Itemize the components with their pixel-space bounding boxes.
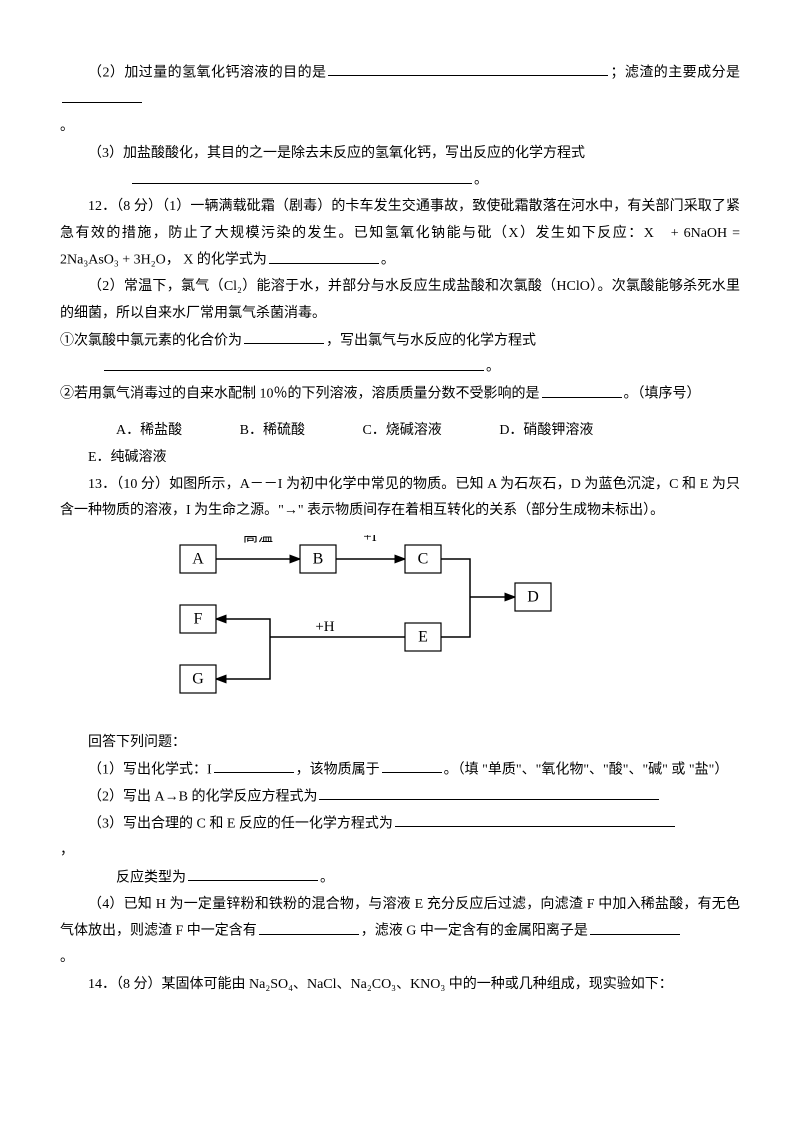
q11-item2: （2）加过量的氢氧化钙溶液的目的是 ；滤渣的主要成分是 bbox=[60, 60, 740, 114]
q13-item1: （1）写出化学式：I ，该物质属于 。（填 "单质"、"氧化物"、"酸"、"碱" 或… bbox=[60, 757, 740, 784]
q11-item3-end: 。 bbox=[474, 173, 488, 188]
q12-sub1-blankline: 。 bbox=[60, 354, 740, 381]
q13-item3-comma: ， bbox=[60, 838, 740, 865]
q13-item3a: （3）写出合理的 C 和 E 反应的任一化学方程式为 bbox=[88, 816, 393, 831]
q12-sub1a: ①次氯酸中氯元素的化合价为 bbox=[60, 333, 242, 348]
q13-diagram: 高温 +I +H A B C D E F G bbox=[170, 535, 740, 721]
svg-text:+I: +I bbox=[363, 535, 376, 545]
blank-choice bbox=[542, 381, 622, 397]
q12-sub1b: ，写出氯气与水反应的化学方程式 bbox=[326, 333, 536, 348]
blank-equation-2 bbox=[104, 354, 484, 370]
q13-item1a: （1）写出化学式：I bbox=[88, 762, 212, 777]
q13-item1b: ，该物质属于 bbox=[296, 762, 380, 777]
flowchart-svg: 高温 +I +H A B C D E F G bbox=[170, 535, 590, 710]
q12-sub2: ②若用氯气消毒过的自来水配制 10％的下列溶液，溶质质量分数不受影响的是 。（填序… bbox=[60, 381, 740, 408]
blank-formula-x bbox=[269, 247, 379, 263]
blank-residue bbox=[62, 87, 142, 103]
q13-item1c: 。（填 "单质"、"氧化物"、"酸"、"碱" 或 "盐"） bbox=[444, 762, 729, 777]
q13-answer-head: 回答下列问题： bbox=[60, 730, 740, 757]
blank-residue-f bbox=[259, 918, 359, 934]
q13-item4: （4）已知 H 为一定量锌粉和铁粉的混合物，与溶液 E 充分反应后过滤，向滤渣 … bbox=[60, 892, 740, 946]
blank-I-type bbox=[382, 757, 442, 773]
q12-item2: （2）常温下，氯气（Cl₂）能溶于水，并部分与水反应生成盐酸和次氯酸（HClO）… bbox=[60, 274, 740, 327]
q12-item2-text: （2）常温下，氯气（Cl₂）能溶于水，并部分与水反应生成盐酸和次氯酸（HClO）… bbox=[60, 279, 740, 321]
svg-text:G: G bbox=[192, 671, 204, 688]
svg-text:+H: +H bbox=[315, 619, 334, 635]
page-container: （2）加过量的氢氧化钙溶液的目的是 ；滤渣的主要成分是 。 （3）加盐酸酸化，其目… bbox=[0, 0, 800, 1132]
q12-options: A．稀盐酸 B．稀硫酸 C．烧碱溶液 D．硝酸钾溶液 E．纯碱溶液 bbox=[60, 418, 740, 471]
q13-item3: （3）写出合理的 C 和 E 反应的任一化学方程式为 bbox=[60, 811, 740, 838]
q13-item4-end: 。 bbox=[60, 945, 740, 972]
svg-text:E: E bbox=[418, 629, 428, 646]
q13-item2a: （2）写出 A→B 的化学反应方程式为 bbox=[88, 789, 317, 804]
q12-sub2-text: ②若用氯气消毒过的自来水配制 10％的下列溶液，溶质质量分数不受影响的是 bbox=[60, 387, 540, 402]
q12-item1-end: 。 bbox=[381, 253, 395, 268]
q13-item3b: 反应类型为 bbox=[116, 870, 186, 885]
svg-text:高温: 高温 bbox=[243, 535, 273, 545]
blank-cation-g bbox=[590, 918, 680, 934]
svg-text:B: B bbox=[313, 551, 324, 568]
svg-text:C: C bbox=[418, 551, 429, 568]
svg-text:D: D bbox=[527, 589, 539, 606]
svg-text:F: F bbox=[194, 611, 203, 628]
q12-sub2-end: 。（填序号） bbox=[624, 387, 701, 402]
blank-purpose bbox=[328, 60, 608, 76]
svg-text:A: A bbox=[192, 551, 204, 568]
q11-item3-text: （3）加盐酸酸化，其目的之一是除去未反应的氢氧化钙，写出反应的化学方程式 bbox=[88, 146, 585, 161]
q14-lead: 14．（8 分）某固体可能由 Na₂SO₄、NaCl、Na₂CO₃、KNO₃ 中… bbox=[60, 972, 740, 999]
q13-lead-text: 13．（10 分）如图所示，A－－I 为初中化学中常见的物质。已知 A 为石灰石… bbox=[60, 477, 740, 519]
blank-eq-ab bbox=[319, 784, 659, 800]
q14-lead-text: 14．（8 分）某固体可能由 Na₂SO₄、NaCl、Na₂CO₃、KNO₃ 中… bbox=[88, 977, 673, 992]
q11-item2-period: 。 bbox=[60, 114, 740, 141]
blank-valence bbox=[244, 328, 324, 344]
q13-item2: （2）写出 A→B 的化学反应方程式为 bbox=[60, 784, 740, 811]
spacer-1 bbox=[60, 408, 740, 418]
q12-sub1-end: 。 bbox=[486, 360, 500, 375]
q13-item3-end: 。 bbox=[320, 870, 334, 885]
q12-optB: B．稀硫酸 bbox=[212, 418, 305, 445]
blank-equation-1 bbox=[132, 167, 472, 183]
q13-lead: 13．（10 分）如图所示，A－－I 为初中化学中常见的物质。已知 A 为石灰石… bbox=[60, 472, 740, 525]
q12-optC: C．烧碱溶液 bbox=[334, 418, 441, 445]
q12-lead-text: 12．（8 分）（1）一辆满载砒霜（剧毒）的卡车发生交通事故，致使砒霜散落在河水… bbox=[60, 199, 740, 268]
q13-item3-type: 反应类型为 。 bbox=[60, 865, 740, 892]
blank-eq-ce bbox=[395, 811, 675, 827]
blank-rxn-type bbox=[188, 865, 318, 881]
q11-item2-mid: ；滤渣的主要成分是 bbox=[610, 65, 740, 80]
q11-item3: （3）加盐酸酸化，其目的之一是除去未反应的氢氧化钙，写出反应的化学方程式 bbox=[60, 141, 740, 168]
q11-item3-blankline: 。 bbox=[60, 167, 740, 194]
q12-optA: A．稀盐酸 bbox=[88, 418, 182, 445]
q12-optD: D．硝酸钾溶液 bbox=[471, 418, 593, 445]
q13-item4b: ，滤液 G 中一定含有的金属阳离子是 bbox=[361, 924, 588, 939]
blank-I-formula bbox=[214, 757, 294, 773]
q12-lead: 12．（8 分）（1）一辆满载砒霜（剧毒）的卡车发生交通事故，致使砒霜散落在河水… bbox=[60, 194, 740, 274]
q11-item2-text: （2）加过量的氢氧化钙溶液的目的是 bbox=[88, 65, 326, 80]
q12-optE: E．纯碱溶液 bbox=[60, 445, 167, 472]
q12-sub1: ①次氯酸中氯元素的化合价为 ，写出氯气与水反应的化学方程式 bbox=[60, 328, 740, 355]
